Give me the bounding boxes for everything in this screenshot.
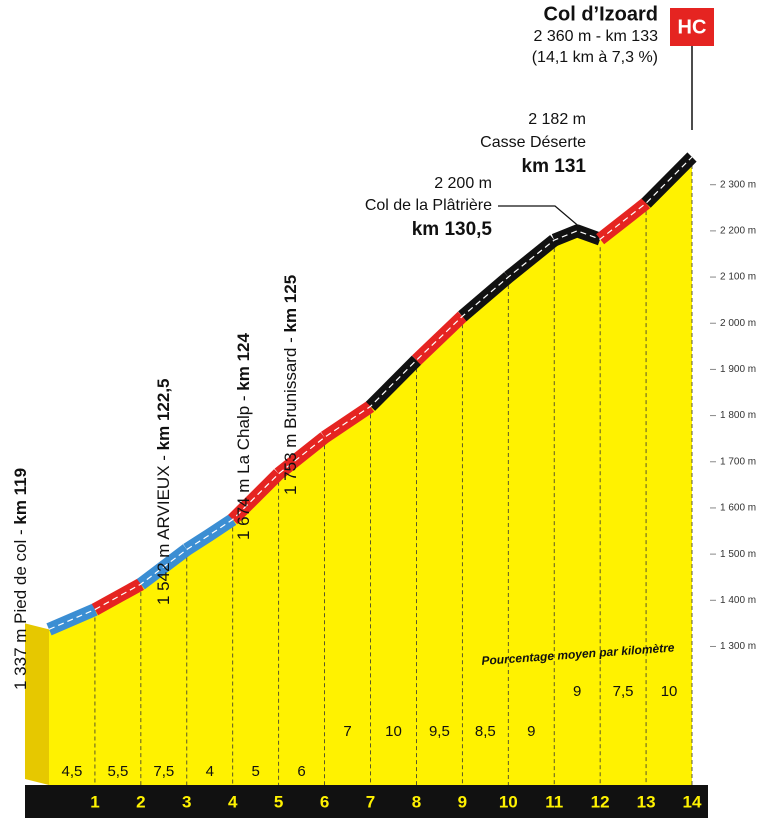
gradient-label: 7,5 [613,683,634,700]
km-label: 3 [182,792,191,811]
km-label: 5 [274,792,283,811]
km-label: 9 [458,792,467,811]
km-band [25,785,708,818]
y-tick-label: 1 400 m [720,595,756,606]
annotation-km: km 124 [234,332,253,390]
km-label: 6 [320,792,329,811]
km-label: 13 [637,792,656,811]
annotation: 1 542 m ARVIEUX - km 122,5 [154,379,173,606]
gradient-label: 9 [527,723,535,740]
y-tick-label: 1 600 m [720,503,756,514]
km-label: 2 [136,792,145,811]
annotation: km 130,5 [412,219,493,240]
annotation-text: 1 337 m Pied de col - [11,525,30,690]
subtitle: 2 360 m - km 133 [534,28,659,45]
gradient-label: 4,5 [62,763,83,780]
y-tick-label: 2 200 m [720,226,756,237]
gradient-label: 8,5 [475,723,496,740]
gradient-label: 9,5 [429,723,450,740]
gradient-label: 10 [661,683,678,700]
annotation: Col de la Plâtrière [365,197,492,214]
y-tick-label: 1 800 m [720,410,756,421]
gradient-label: 6 [297,763,305,780]
km-label: 7 [366,792,375,811]
annotation: km 131 [522,156,587,177]
gradient-label: 10 [385,723,402,740]
leader [498,205,578,226]
annotation-km: km 125 [281,275,300,333]
annotation: 1 753 m Brunissard - km 125 [281,275,300,495]
annotation: Casse Déserte [480,134,586,151]
km-label: 10 [499,792,518,811]
y-tick-label: 1 300 m [720,641,756,652]
annotation-text: 1 674 m La Chalp - [234,391,253,540]
subtitle: (14,1 km à 7,3 %) [532,49,658,66]
y-tick-label: 1 700 m [720,456,756,467]
gradient-label: 9 [573,683,581,700]
y-tick-label: 1 500 m [720,549,756,560]
gradient-label: 7 [343,723,351,740]
km-label: 1 [90,792,99,811]
annotation: 1 337 m Pied de col - km 119 [11,468,30,690]
y-tick-label: 1 900 m [720,364,756,375]
annotation: 2 182 m [528,111,586,128]
annotation: 2 200 m [434,175,492,192]
hc-badge [670,8,714,46]
annotation-text: 1 542 m ARVIEUX - [154,450,173,605]
km-label: 12 [591,792,610,811]
gradient-label: 4 [206,763,214,780]
annotation-text: 1 753 m Brunissard - [281,332,300,495]
y-tick-label: 2 000 m [720,318,756,329]
gradient-segment [274,432,329,479]
gradient-label: 5,5 [107,763,128,780]
annotation-km: km 119 [11,468,30,525]
annotation: 1 674 m La Chalp - km 124 [234,332,253,540]
annotation-km: km 122,5 [154,379,173,451]
km-label: 11 [545,792,563,811]
km-label: 14 [683,792,702,811]
center-line [48,156,693,630]
gradient-label: 5 [252,763,260,780]
km-label: 8 [412,792,421,811]
gradient-label: 7,5 [153,763,174,780]
km-label: 4 [228,792,238,811]
y-tick-label: 2 300 m [720,179,756,190]
badge-text: HC [678,16,707,38]
y-tick-label: 2 100 m [720,272,756,283]
profile-side [25,623,49,785]
chart-title: Col d’Izoard [544,3,658,25]
